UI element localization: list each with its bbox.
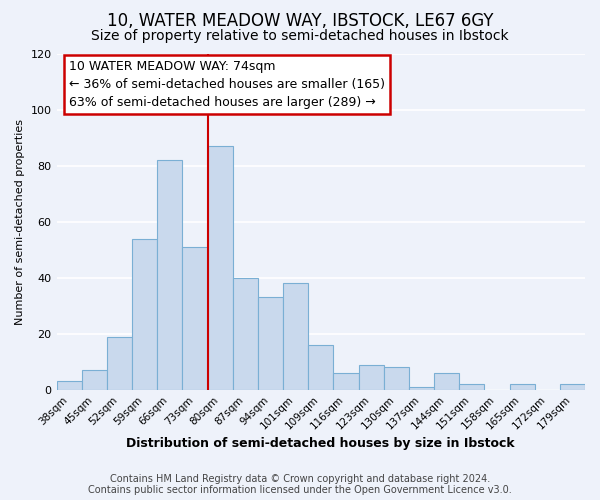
Bar [459, 384, 484, 390]
Bar [409, 387, 434, 390]
Bar [82, 370, 107, 390]
Text: Contains public sector information licensed under the Open Government Licence v3: Contains public sector information licen… [88, 485, 512, 495]
Text: 10, WATER MEADOW WAY, IBSTOCK, LE67 6GY: 10, WATER MEADOW WAY, IBSTOCK, LE67 6GY [107, 12, 493, 30]
Bar [208, 146, 233, 390]
Bar [560, 384, 585, 390]
Bar [182, 247, 208, 390]
Bar [132, 238, 157, 390]
Text: Size of property relative to semi-detached houses in Ibstock: Size of property relative to semi-detach… [91, 29, 509, 43]
Text: 10 WATER MEADOW WAY: 74sqm
← 36% of semi-detached houses are smaller (165)
63% o: 10 WATER MEADOW WAY: 74sqm ← 36% of semi… [69, 60, 385, 108]
Bar [334, 373, 359, 390]
Bar [157, 160, 182, 390]
Bar [56, 382, 82, 390]
Bar [258, 298, 283, 390]
X-axis label: Distribution of semi-detached houses by size in Ibstock: Distribution of semi-detached houses by … [127, 437, 515, 450]
Bar [509, 384, 535, 390]
Bar [359, 364, 383, 390]
Bar [107, 336, 132, 390]
Bar [233, 278, 258, 390]
Text: Contains HM Land Registry data © Crown copyright and database right 2024.: Contains HM Land Registry data © Crown c… [110, 474, 490, 484]
Bar [434, 373, 459, 390]
Bar [383, 368, 409, 390]
Bar [283, 284, 308, 390]
Bar [308, 345, 334, 390]
Y-axis label: Number of semi-detached properties: Number of semi-detached properties [15, 119, 25, 325]
